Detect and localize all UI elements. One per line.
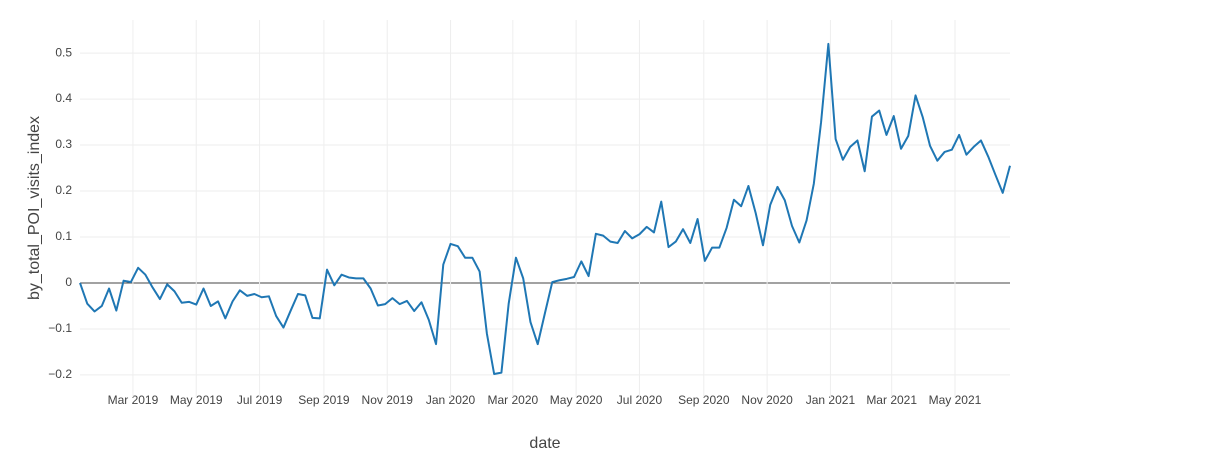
y-tick-label: 0.3 (55, 137, 72, 151)
y-tick-label: 0.4 (55, 91, 72, 105)
x-tick-label: Mar 2019 (108, 393, 159, 407)
x-axis-title: date (529, 435, 560, 452)
x-tick-label: Sep 2020 (678, 393, 730, 407)
y-tick-label: 0 (65, 275, 72, 289)
x-tick-label: Nov 2019 (362, 393, 414, 407)
y-axis-title: by_total_POI_visits_index (26, 116, 43, 300)
x-tick-label: Sep 2019 (298, 393, 350, 407)
x-tick-label: Nov 2020 (741, 393, 793, 407)
x-tick-label: May 2020 (550, 393, 603, 407)
x-tick-label: Jul 2019 (237, 393, 283, 407)
x-tick-label: Jan 2021 (806, 393, 856, 407)
y-tick-label: −0.1 (48, 321, 72, 335)
y-tick-label: 0.1 (55, 229, 72, 243)
x-tick-label: Jul 2020 (617, 393, 663, 407)
y-tick-label: 0.5 (55, 45, 72, 59)
data-line (79, 42, 1011, 376)
x-tick-label: Mar 2021 (866, 393, 917, 407)
x-tick-label: Jan 2020 (426, 393, 476, 407)
y-tick-label: 0.2 (55, 183, 72, 197)
y-tick-label: −0.2 (48, 367, 72, 381)
x-tick-label: May 2021 (929, 393, 982, 407)
x-tick-label: Mar 2020 (487, 393, 538, 407)
x-tick-label: May 2019 (170, 393, 223, 407)
